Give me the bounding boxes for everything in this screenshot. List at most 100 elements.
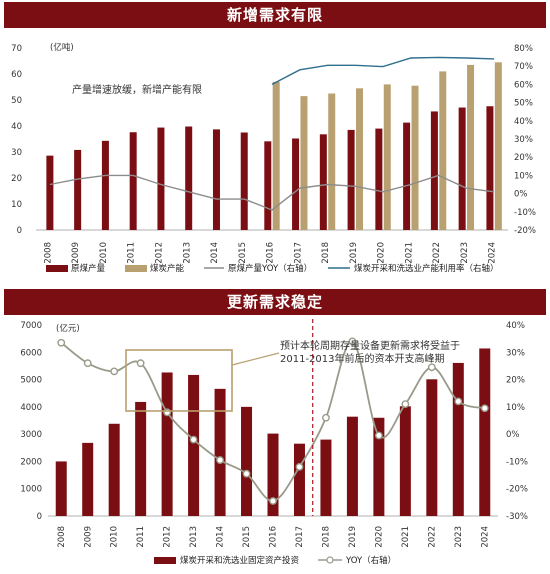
y-right-tick-label: -20%: [506, 485, 528, 495]
y-right-tick-label: 0%: [514, 190, 528, 200]
y-right-tick-label: 20%: [514, 153, 533, 163]
y-left-tick-label: 50: [11, 96, 22, 106]
bar-coal-capacity: [355, 88, 363, 230]
y-right-tick-label: -30%: [506, 512, 528, 522]
highlight-box: [125, 349, 233, 412]
bar-fixed-asset-investment: [188, 374, 200, 516]
bar-fixed-asset-investment: [55, 461, 67, 516]
y-right-tick-label: 60%: [514, 80, 533, 90]
y-right-tick-label: -20%: [514, 226, 536, 236]
bar-coal-output: [129, 132, 137, 230]
x-tick-label: 2012: [154, 242, 164, 264]
y-right-tick-label: 70%: [514, 62, 533, 72]
yoy-point-marker: [454, 397, 463, 406]
y-right-tick-label: 10%: [506, 403, 525, 413]
x-tick-label: 2017: [295, 526, 305, 548]
bar-coal-capacity: [439, 71, 447, 231]
y-right-tick-label: -10%: [506, 457, 528, 467]
x-tick-label: 2018: [321, 242, 331, 264]
x-tick-label: 2010: [99, 242, 109, 264]
y-left-tick-label: 1000: [20, 485, 42, 495]
yoy-point-marker: [374, 431, 383, 440]
x-tick-label: 2014: [216, 526, 226, 548]
bar-coal-capacity: [328, 93, 336, 230]
yoy-point-marker: [427, 363, 436, 372]
y-right-tick-label: 40%: [514, 117, 533, 127]
x-tick-label: 2016: [266, 242, 276, 264]
y-left-tick-label: 4000: [20, 403, 42, 413]
bar-fixed-asset-investment: [241, 406, 253, 516]
annotation-connector: [231, 352, 280, 366]
x-tick-label: 2022: [427, 526, 437, 548]
series-line-output-yoy: [49, 174, 495, 211]
y-left-unit-label: (亿元): [56, 323, 80, 334]
y-left-tick-label: 7000: [20, 321, 42, 331]
legend-marker-yoy: [326, 556, 334, 564]
x-tick-label: 2013: [182, 242, 192, 264]
y-left-tick-label: 3000: [20, 430, 42, 440]
x-tick-label: 2019: [348, 526, 358, 548]
legend-label-output-yoy: 原煤产量YOY（右轴）: [228, 263, 312, 274]
y-left-tick-label: 70: [11, 44, 22, 54]
yoy-point-marker: [401, 400, 410, 409]
bar-fixed-asset-investment: [373, 417, 385, 516]
bar-coal-output: [240, 132, 248, 230]
y-right-tick-label: 80%: [514, 44, 533, 54]
y-left-unit-label: (亿吨): [50, 42, 74, 53]
y-left-tick-label: 5000: [20, 376, 42, 386]
bar-coal-output: [46, 155, 54, 230]
x-tick-label: 2009: [83, 526, 93, 548]
x-tick-label: 2015: [238, 242, 248, 264]
y-left-tick-label: 20: [11, 174, 22, 184]
bar-coal-output: [430, 111, 438, 230]
y-right-tick-label: 20%: [506, 376, 525, 386]
x-tick-label: 2021: [404, 242, 414, 264]
legend-swatch-coal-capacity: [125, 265, 147, 272]
bar-fixed-asset-investment: [320, 439, 332, 516]
x-tick-label: 2018: [321, 526, 331, 548]
panel-title-new-demand: 新增需求有限: [4, 2, 546, 28]
bar-coal-output: [212, 129, 220, 230]
yoy-point-marker: [189, 435, 198, 444]
legend-label-coal-capacity: 煤炭产能: [150, 263, 185, 274]
bar-fixed-asset-investment: [293, 443, 305, 516]
bar-coal-output: [458, 107, 466, 230]
y-right-tick-label: 40%: [506, 321, 525, 331]
y-left-tick-label: 6000: [20, 348, 42, 358]
bar-coal-output: [292, 138, 300, 230]
legend-label-investment: 煤炭开采和洗选业固定资产投资: [180, 555, 300, 566]
yoy-point-marker: [295, 462, 304, 471]
x-tick-label: 2013: [189, 526, 199, 548]
bar-coal-output: [101, 140, 109, 230]
series-line-capacity-utilization: [271, 56, 495, 86]
series-line-investment-yoy: [60, 340, 485, 502]
x-tick-label: 2012: [163, 526, 173, 548]
bar-fixed-asset-investment: [267, 433, 279, 516]
y-right-tick-label: -10%: [514, 208, 536, 218]
y-right-tick-label: 10%: [514, 171, 533, 181]
y-right-tick-label: 30%: [514, 135, 533, 145]
bar-coal-capacity: [300, 96, 308, 230]
y-left-tick-label: 40: [11, 122, 22, 132]
bar-fixed-asset-investment: [82, 442, 94, 516]
y-right-tick-label: 0%: [506, 430, 520, 440]
bar-coal-output: [403, 122, 411, 230]
annotation-text-line2: 2011-2013年前后的资本开支高峰期: [280, 352, 445, 365]
chart-new-demand: 0 10 20 30 40 50 60 70 -20% -10% 0% 10% 20% 30% 40% 50%…: [11, 42, 536, 274]
y-left-tick-label: 0: [17, 226, 22, 236]
bar-fixed-asset-investment: [399, 406, 411, 516]
x-tick-label: 2019: [349, 242, 359, 264]
legend-label-capacity-utilization: 煤炭开采和洗选业产能利用率（右轴）: [354, 263, 499, 274]
x-tick-label: 2023: [460, 242, 470, 264]
bar-fixed-asset-investment: [479, 348, 491, 516]
legend-label-coal-output: 原煤产量: [71, 263, 106, 274]
bar-coal-capacity: [383, 84, 391, 231]
bar-fixed-asset-investment: [214, 388, 226, 516]
x-tick-label: 2014: [210, 242, 220, 264]
bar-fixed-asset-investment: [135, 401, 147, 516]
legend-swatch-investment: [154, 557, 176, 564]
bar-fixed-asset-investment: [108, 423, 120, 516]
x-tick-label: 2024: [480, 526, 490, 548]
bar-coal-output: [157, 127, 165, 230]
yoy-point-marker: [216, 456, 224, 464]
